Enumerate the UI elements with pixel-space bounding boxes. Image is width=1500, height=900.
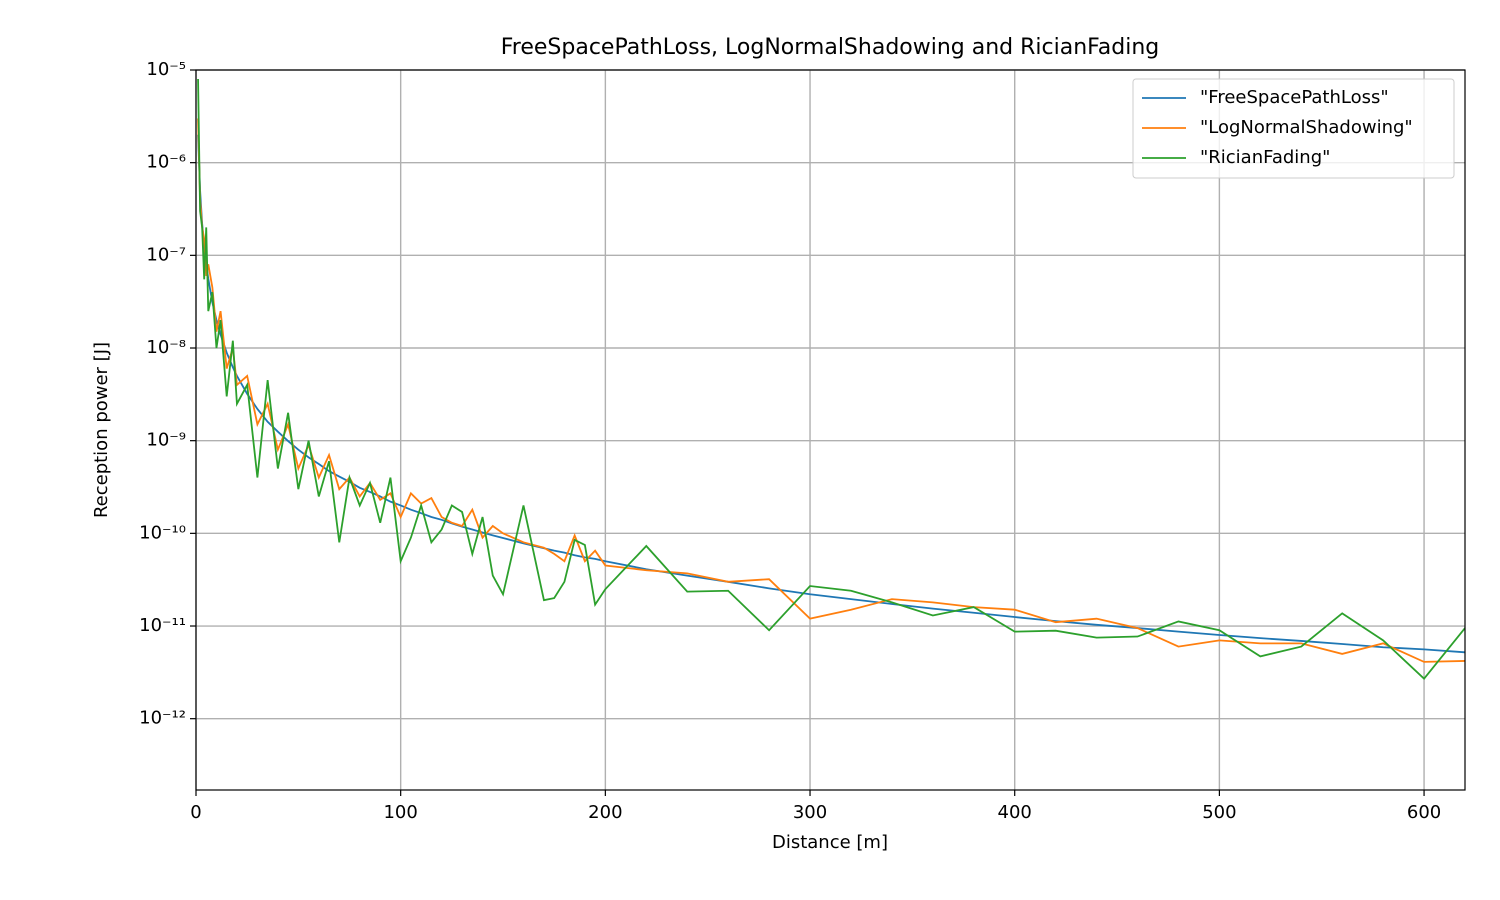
x-tick-label: 500: [1202, 802, 1236, 823]
y-tick-label: 10⁻⁵: [146, 59, 186, 80]
y-tick-label: 10⁻⁹: [146, 430, 186, 451]
y-tick-label: 10⁻⁷: [146, 244, 186, 265]
y-tick-label: 10⁻¹⁰: [139, 522, 186, 543]
chart-title: FreeSpacePathLoss, LogNormalShadowing an…: [501, 35, 1160, 60]
y-axis-label: Reception power [J]: [91, 342, 112, 518]
legend-box: [1132, 78, 1455, 179]
y-tick-label: 10⁻¹¹: [139, 615, 186, 636]
x-tick-label: 600: [1407, 802, 1441, 823]
plot-frame: [195, 69, 1466, 791]
x-tick-label: 100: [383, 802, 417, 823]
x-tick-label: 200: [588, 802, 622, 823]
legend-label: "RicianFading": [1200, 147, 1330, 168]
x-axis-label: Distance [m]: [772, 832, 888, 853]
y-tick-label: 10⁻⁶: [146, 152, 186, 173]
legend-label: "LogNormalShadowing": [1200, 117, 1413, 138]
x-tick-label: 300: [793, 802, 827, 823]
series-line: [197, 118, 1465, 663]
series-line: [197, 78, 1465, 681]
plot-area: [197, 78, 1465, 681]
y-tick-label: 10⁻⁸: [146, 337, 186, 358]
series-line: [197, 134, 1465, 654]
x-tick-label: 400: [998, 802, 1032, 823]
y-tick-label: 10⁻¹²: [139, 708, 186, 729]
x-tick-label: 0: [190, 802, 201, 823]
legend-label: "FreeSpacePathLoss": [1200, 87, 1389, 108]
